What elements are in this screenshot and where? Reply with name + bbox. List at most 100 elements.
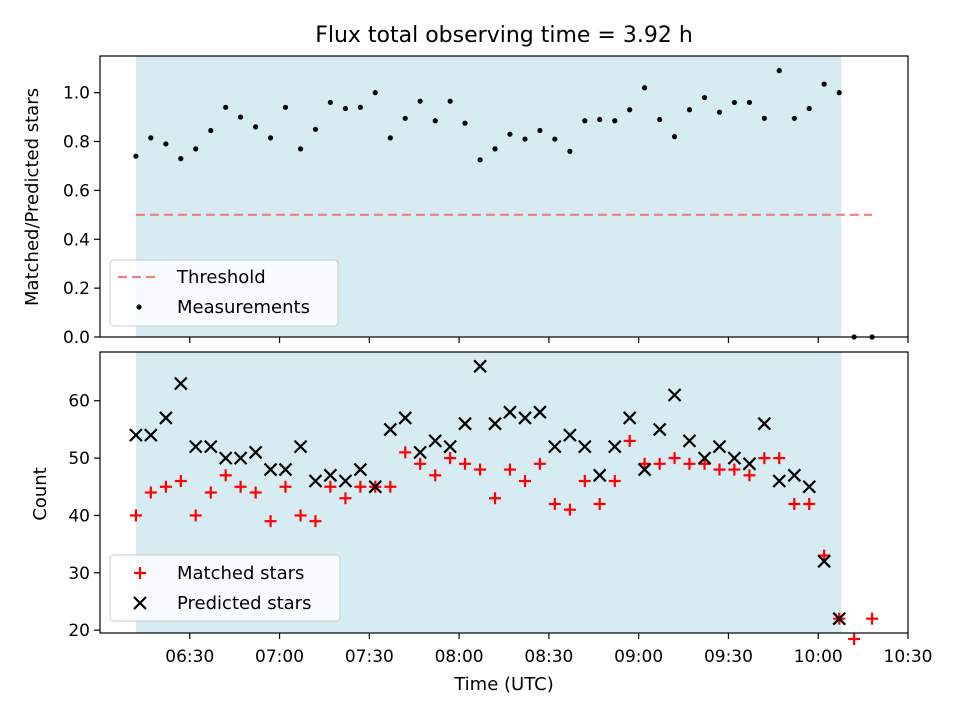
measurement-point bbox=[731, 99, 737, 106]
matched-star-marker bbox=[818, 549, 831, 562]
predicted-star-marker bbox=[338, 474, 353, 488]
matched-star-marker bbox=[503, 463, 516, 476]
matched-star-marker bbox=[519, 475, 532, 488]
bottom-legend-box bbox=[109, 554, 341, 622]
measurement-point bbox=[582, 118, 588, 124]
matched-star-marker bbox=[174, 475, 187, 488]
predicted-star-marker bbox=[757, 416, 772, 431]
matched-star-marker bbox=[758, 452, 771, 465]
predicted-star-marker bbox=[697, 451, 712, 465]
measurement-point bbox=[417, 98, 423, 104]
matched-star-marker bbox=[264, 515, 277, 528]
bottom-y-axis-label: Count bbox=[30, 467, 51, 520]
measurement-point bbox=[282, 104, 289, 110]
predicted-star-marker bbox=[458, 416, 472, 431]
predicted-star-marker bbox=[413, 445, 427, 460]
measurement-point bbox=[492, 146, 498, 152]
matched-star-marker bbox=[339, 492, 352, 505]
x-tick-label: 10:30 bbox=[884, 647, 933, 667]
measurement-point bbox=[267, 135, 274, 141]
bottom-x-ticks: 06:30 07:00 07:30 08:00 08:30 09:00 09:30 10:00… bbox=[165, 633, 933, 667]
measurement-point bbox=[627, 107, 633, 113]
matched-star-marker bbox=[294, 509, 307, 522]
top-y-tick-label: 0.8 bbox=[63, 133, 90, 153]
predicted-star-marker bbox=[323, 468, 338, 483]
matched-star-marker bbox=[414, 457, 427, 470]
measurement-point bbox=[402, 115, 408, 121]
predicted-star-marker bbox=[293, 439, 308, 454]
predicted-star-marker bbox=[383, 422, 398, 437]
matched-star-marker bbox=[384, 480, 397, 493]
matched-star-marker bbox=[623, 434, 636, 447]
predicted-star-marker bbox=[742, 457, 757, 471]
x-tick-label: 07:00 bbox=[255, 647, 304, 667]
matched-star-marker bbox=[788, 497, 801, 510]
x-tick-label: 08:00 bbox=[435, 647, 484, 667]
predicted-star-marker bbox=[802, 479, 817, 494]
predicted-star-marker bbox=[608, 439, 622, 454]
matched-star-marker bbox=[189, 509, 202, 522]
measurement-point bbox=[522, 136, 528, 142]
top-x-ticks bbox=[189, 337, 909, 343]
matched-star-marker bbox=[638, 457, 651, 470]
measurement-point bbox=[223, 104, 229, 110]
measurement-point bbox=[133, 153, 139, 159]
matched-star-marker bbox=[578, 475, 591, 488]
measurement-point bbox=[193, 146, 199, 152]
matched-star-marker bbox=[429, 469, 442, 482]
predicted-star-marker bbox=[263, 462, 278, 477]
matched-star-marker bbox=[848, 633, 861, 645]
measurement-point bbox=[836, 90, 842, 96]
measurement-point bbox=[567, 148, 573, 154]
matched-star-marker bbox=[773, 452, 786, 465]
predicted-star-marker bbox=[278, 462, 293, 477]
measurement-point bbox=[507, 131, 513, 137]
legend-matched-label: Matched stars bbox=[177, 563, 304, 584]
top-y-tick-label: 1.0 bbox=[63, 84, 90, 104]
predicted-star-markers bbox=[129, 359, 847, 626]
bottom-y-tick-label: 60 bbox=[68, 392, 90, 412]
matched-star-marker bbox=[683, 457, 696, 470]
predicted-star-marker bbox=[248, 445, 263, 460]
measurement-point bbox=[477, 157, 483, 163]
measurement-point bbox=[597, 116, 603, 123]
predicted-star-marker bbox=[533, 405, 547, 419]
matched-star-marker bbox=[444, 452, 457, 465]
predicted-star-marker bbox=[473, 359, 487, 374]
matched-star-marker bbox=[129, 509, 142, 522]
top-y-tick-label: 0.6 bbox=[63, 181, 90, 201]
matched-star-marker bbox=[459, 457, 472, 470]
predicted-star-marker bbox=[652, 422, 667, 437]
predicted-star-marker bbox=[772, 474, 787, 488]
top-y-axis-label: Matched/Predicted stars bbox=[22, 88, 43, 306]
matched-star-marker bbox=[533, 457, 546, 470]
predicted-star-marker bbox=[682, 434, 697, 448]
measurement-point bbox=[312, 126, 319, 132]
predicted-star-marker bbox=[353, 462, 368, 477]
predicted-star-marker bbox=[144, 428, 158, 442]
chart-title: Flux total observing time = 3.92 h bbox=[315, 23, 693, 48]
x-axis-label: Time (UTC) bbox=[453, 674, 554, 695]
measurement-point bbox=[612, 118, 618, 124]
x-tick-label: 07:30 bbox=[345, 647, 394, 667]
predicted-star-marker bbox=[637, 462, 652, 477]
measurement-point bbox=[776, 68, 782, 74]
matched-star-marker bbox=[668, 452, 681, 465]
measurement-point bbox=[297, 146, 304, 152]
measurement-point bbox=[357, 104, 363, 110]
bottom-panel: 20 30 40 50 60 06:30 07:00 07:30 08:00 08:30 09:0… bbox=[30, 351, 933, 695]
matched-star-marker bbox=[713, 463, 726, 476]
matched-star-marker bbox=[159, 480, 172, 493]
predicted-star-marker bbox=[622, 411, 637, 425]
matched-star-marker bbox=[204, 486, 217, 499]
measurement-point bbox=[701, 94, 708, 101]
legend-threshold-label: Threshold bbox=[176, 267, 266, 288]
matched-star-markers bbox=[129, 434, 879, 645]
predicted-star-marker bbox=[488, 416, 502, 431]
measurement-point bbox=[806, 105, 812, 112]
measurement-point bbox=[791, 115, 797, 121]
predicted-star-marker bbox=[817, 554, 831, 569]
top-y-tick-label: 0.4 bbox=[63, 230, 90, 250]
predicted-star-marker bbox=[727, 451, 742, 465]
top-axes-frame bbox=[99, 55, 909, 338]
